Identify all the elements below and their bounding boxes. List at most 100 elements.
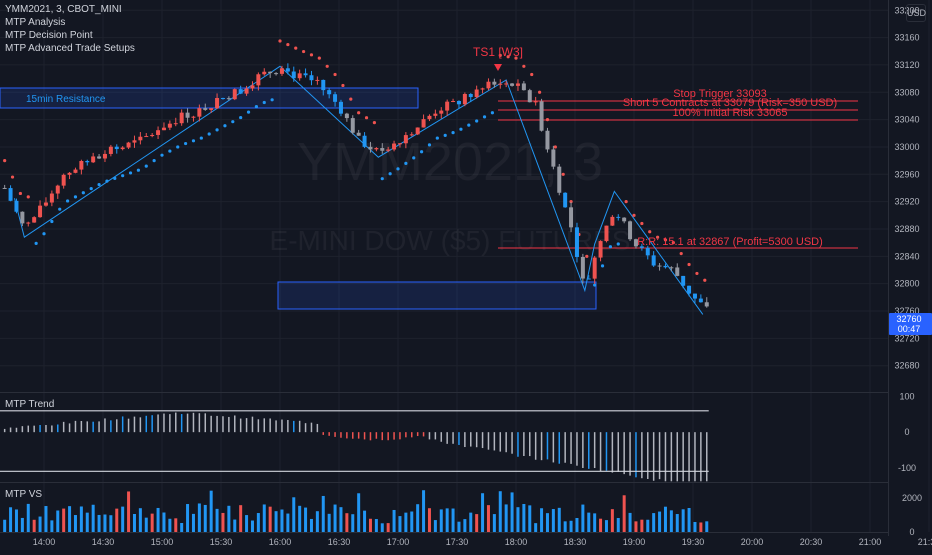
candle-body: [232, 89, 237, 100]
trend-tick-label: -100: [898, 463, 916, 473]
price-tick-label: 33040: [894, 115, 919, 125]
trailing-stop-dot: [498, 53, 502, 57]
candle-body: [545, 130, 550, 150]
candle-body: [427, 115, 432, 120]
vs-bar: [669, 510, 673, 532]
vs-bar: [315, 511, 319, 532]
trailing-stop-dot: [136, 168, 140, 172]
candle-body: [114, 146, 119, 150]
wave-line[interactable]: [14, 65, 704, 315]
candle-body: [333, 94, 338, 102]
trailing-stop-dot: [703, 278, 707, 282]
candle-body: [539, 101, 544, 131]
trailing-stop-dot: [648, 230, 652, 234]
trailing-stop-dot: [569, 200, 573, 204]
symbol-title[interactable]: YMM2021, 3, CBOT_MINI: [5, 4, 122, 15]
candle-body: [55, 185, 60, 194]
vs-bar: [256, 513, 260, 532]
ts1-arrow-icon: [494, 64, 502, 71]
vs-bar: [174, 518, 178, 532]
candle-body: [238, 89, 243, 94]
candle-body: [415, 127, 420, 135]
candle-body: [368, 146, 373, 150]
candle-body: [681, 275, 686, 286]
candle-body: [557, 166, 562, 193]
resistance-zone[interactable]: [0, 87, 419, 109]
vs-bar: [73, 515, 77, 532]
mtp-trend-pane[interactable]: MTP Trend: [0, 399, 709, 482]
indicator-mtp-decision-point[interactable]: MTP Decision Point: [5, 30, 93, 41]
candle-body: [20, 211, 25, 224]
candle-body: [61, 174, 66, 186]
vs-bar: [599, 518, 603, 532]
vs-bar: [622, 495, 626, 532]
trailing-stop-dot: [184, 141, 188, 146]
candle-body: [639, 246, 644, 248]
trailing-stop-dot: [656, 235, 660, 239]
mtp-vs-pane[interactable]: MTP VS: [3, 489, 709, 532]
trailing-stop-dot: [302, 49, 306, 54]
candle-body: [433, 113, 438, 116]
vs-bar: [304, 507, 308, 532]
trailing-stop-dot: [278, 39, 282, 43]
vs-bar: [32, 519, 36, 532]
trailing-stop-dot: [270, 98, 274, 102]
trailing-stop-dot: [585, 254, 589, 258]
vs-bar: [404, 512, 408, 532]
candle-body: [356, 132, 361, 136]
vs-bar: [44, 506, 48, 532]
vs-bar: [180, 523, 184, 532]
price-tick-label: 32760: [894, 306, 919, 316]
vs-bar: [528, 505, 532, 532]
candle-body: [362, 135, 367, 147]
vs-bar: [587, 512, 591, 532]
candle-body: [498, 83, 503, 85]
trailing-stop-dot: [372, 121, 376, 125]
candle-body: [604, 225, 609, 242]
currency-button[interactable]: USD: [906, 4, 926, 22]
time-tick-label: 14:30: [92, 537, 115, 547]
trailing-stop-dot: [467, 123, 471, 127]
vs-bar: [150, 513, 154, 532]
vs-bar: [221, 512, 225, 532]
candle-body: [327, 90, 332, 95]
last-price-label: 32760 00:47: [889, 313, 932, 335]
vs-bar: [132, 513, 136, 532]
candle-body: [504, 83, 509, 85]
price-tick-label: 33200: [894, 5, 919, 15]
vs-bar: [498, 491, 502, 532]
stop-trigger-label: Stop Trigger 33093: [673, 88, 767, 100]
vs-bar: [427, 508, 431, 532]
vs-bar: [357, 493, 361, 532]
vs-bar: [652, 513, 656, 532]
trailing-stop-dot: [459, 127, 463, 131]
candle-body: [79, 160, 84, 170]
time-axis[interactable]: 14:00 14:30 15:00 15:30 16:00 16:30 17:00 17:30…: [33, 537, 932, 547]
vs-bar: [433, 520, 437, 532]
vs-bar: [327, 513, 331, 532]
candle-body: [185, 112, 190, 118]
vs-bar: [522, 503, 526, 532]
price-axis[interactable]: 33200 33160 33120 33080 33040 33000 32960 32920…: [894, 5, 922, 537]
trailing-stop-dot: [388, 172, 392, 176]
candle-body: [480, 88, 485, 90]
indicator-mtp-analysis[interactable]: MTP Analysis: [5, 17, 66, 28]
candle-body: [409, 134, 414, 136]
candle-body: [610, 216, 615, 226]
candle-body: [309, 75, 314, 81]
chart-grid: [0, 0, 930, 532]
candle-body: [321, 79, 326, 91]
trailing-stop-dot: [443, 133, 447, 137]
candle-body: [592, 257, 597, 279]
vs-bar: [451, 508, 455, 532]
candle-body: [102, 153, 107, 159]
vs-bar: [610, 509, 614, 532]
indicator-mtp-trade-setups[interactable]: MTP Advanced Trade Setups: [5, 43, 135, 54]
candle-body: [421, 119, 426, 128]
vs-bar: [50, 520, 54, 532]
candle-body: [616, 216, 621, 218]
support-zone[interactable]: [277, 281, 597, 310]
trend-tick-label: 0: [904, 427, 909, 437]
trailing-stop-dot: [121, 174, 125, 178]
